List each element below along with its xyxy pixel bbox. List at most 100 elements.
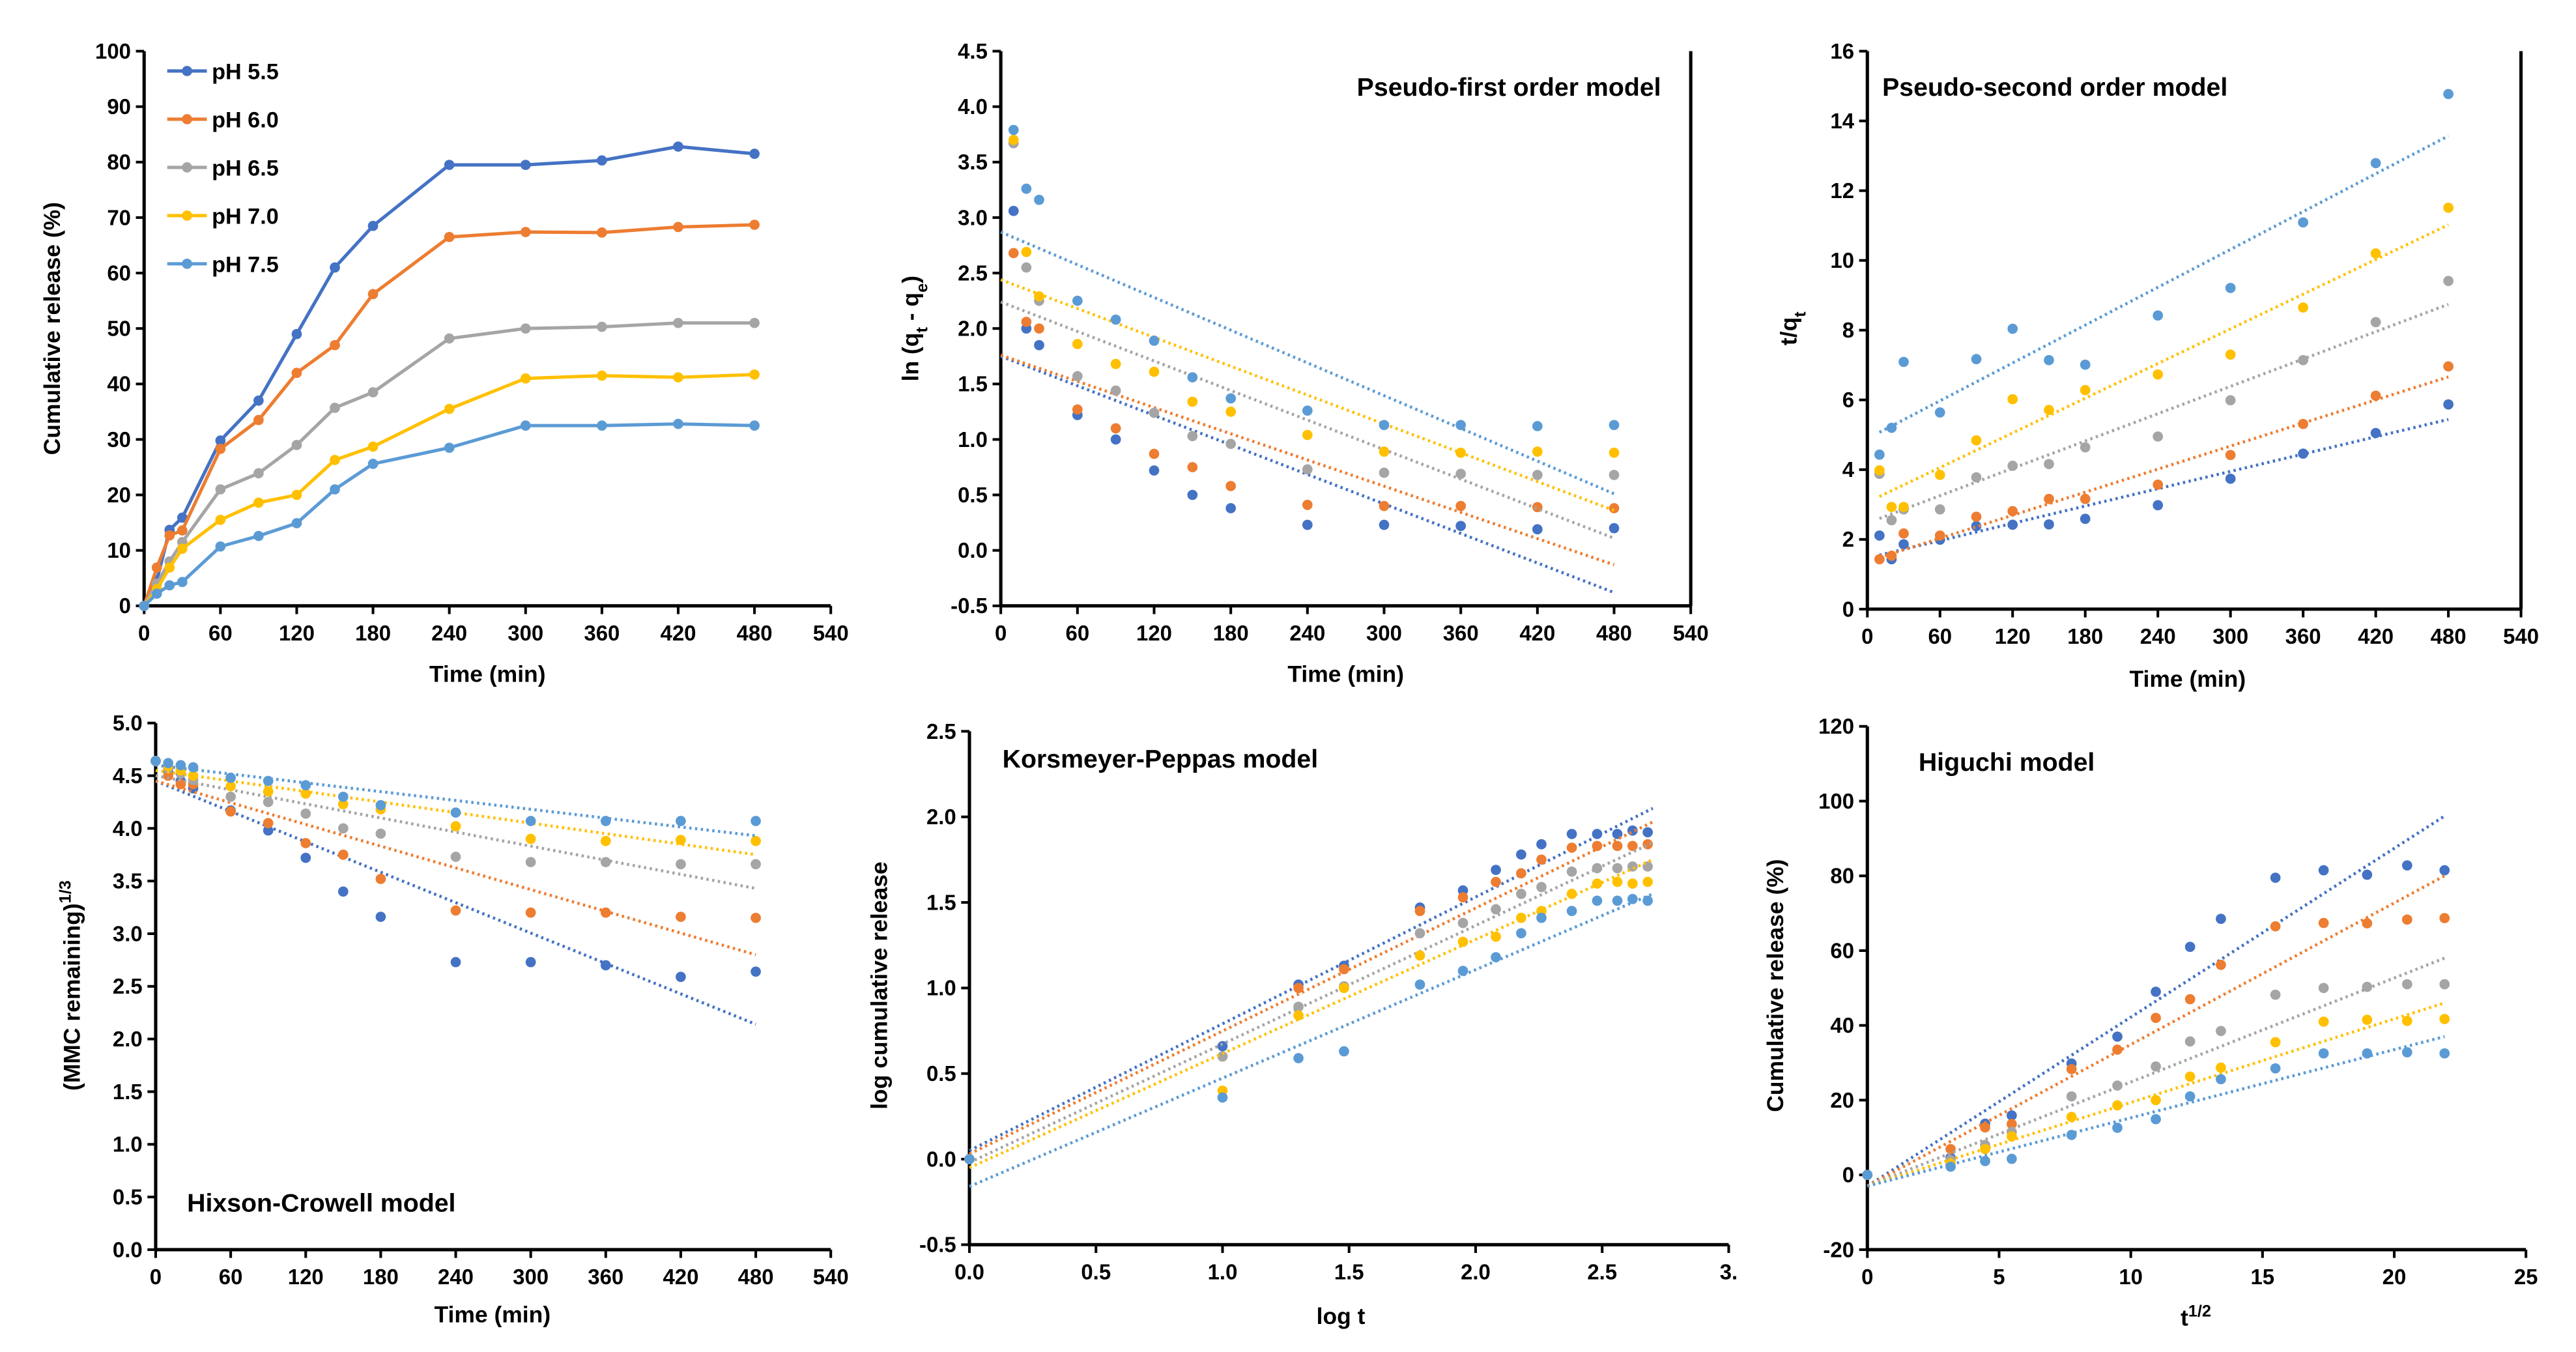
y-tick-label: 50 [107,317,131,341]
data-point [1225,439,1237,450]
x-tick-label: 0.5 [1081,1260,1111,1284]
data-point [1566,906,1577,917]
data-point [1971,435,1982,446]
data-point [1339,983,1349,994]
data-point [1536,912,1547,923]
data-point [1034,339,1044,351]
data-point [450,852,461,862]
data-point [2270,1063,2281,1074]
chart-title: Korsmeyer-Peppas model [1003,745,1318,773]
data-point [1187,396,1198,407]
data-point [520,323,531,334]
y-tick-label: 14 [1830,109,1854,133]
trendline [1879,375,2449,559]
data-point [2066,1112,2077,1123]
data-point [444,333,455,344]
x-tick-label: 540 [1673,621,1709,645]
data-point [1980,1156,1990,1166]
data-point [2439,865,2450,876]
data-point [2318,1048,2329,1059]
data-point [2362,918,2373,928]
data-point [1302,519,1313,530]
data-point [964,1154,975,1164]
data-point [1592,878,1603,889]
data-point [751,859,761,870]
legend-label: pH 7.0 [212,205,279,229]
data-point [330,484,340,495]
x-tick-label: 420 [661,621,696,645]
data-point [2007,1119,2017,1130]
data-point [1225,503,1237,513]
data-point [597,155,607,166]
data-point [1455,500,1467,511]
data-point [1642,876,1653,887]
x-tick-label: 60 [208,621,233,645]
data-point [444,160,455,170]
data-point [1592,829,1603,839]
x-tick-label: 240 [1289,621,1325,645]
data-point [1225,407,1237,417]
data-point [2362,1014,2373,1025]
data-point [2225,395,2236,406]
data-point [2401,979,2412,990]
y-axis-label: Cumulative release (%) [39,202,65,455]
series-pH-6-0 [964,820,1653,1164]
data-point [525,956,536,968]
data-point [2066,1091,2077,1102]
data-point [1566,866,1577,877]
data-point [367,387,379,397]
series-pH-5-5 [1874,399,2454,565]
data-point [2443,276,2454,287]
series-pH-6-0 [1000,248,1620,566]
data-point [597,227,607,238]
data-point [253,497,264,508]
data-point [1898,539,1909,550]
x-axis-label: Time (min) [434,1301,551,1327]
data-point [1874,465,1885,476]
data-point [225,806,236,817]
y-tick-label: 90 [107,94,131,119]
data-point [1187,462,1198,472]
data-point [1971,354,1982,364]
data-point [2007,1153,2017,1164]
data-point [2216,1062,2226,1073]
y-axis-label-part: Cumulative release (%) [39,202,65,455]
trendline [155,779,756,1026]
legend-marker [182,66,192,76]
data-point [2007,506,2018,517]
series-pH-7-0 [1862,1001,2450,1188]
data-point [1008,134,1019,145]
data-point [2443,399,2454,410]
data-point [291,518,302,528]
legend-label: pH 7.5 [212,253,279,278]
data-point [1379,446,1390,457]
y-tick-label: 0.0 [958,538,988,562]
x-tick-label: 0 [150,1265,162,1289]
chart-1: 0 10 20 30 40 50 60 70 80 90 100 0 60 120 180 240 300 360… [39,39,849,687]
data-point [600,816,611,826]
data-point [1379,500,1390,511]
y-tick-label: 16 [1830,39,1854,63]
data-point [151,562,162,573]
data-point [2370,390,2381,401]
data-point [1862,1170,1873,1181]
data-point [215,435,226,446]
data-point [1592,863,1603,874]
data-point [1971,511,1982,522]
data-point [1491,952,1501,962]
x-tick-label: 180 [363,1265,399,1289]
legend-label: pH 6.0 [212,108,279,133]
data-point [597,370,607,381]
data-point [177,543,188,554]
data-point [1302,405,1313,416]
y-tick-label: 1.5 [926,890,956,914]
series-pH-7-5 [964,892,1653,1188]
y-tick-label: 4 [1842,457,1855,482]
x-tick-label: 15 [2251,1265,2275,1289]
data-point [1379,467,1390,478]
data-point [1110,358,1121,369]
data-point [2298,418,2309,429]
data-point [2370,427,2381,439]
chart-title: Hixson-Crowell model [187,1189,455,1218]
data-point [2184,1036,2196,1047]
